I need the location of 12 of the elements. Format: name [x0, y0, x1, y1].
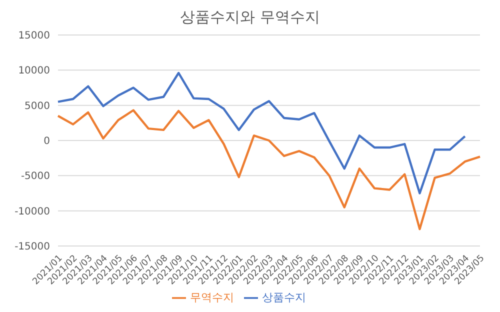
- y-tick-label: 15000: [18, 30, 50, 42]
- y-tick-label: 5000: [24, 100, 50, 112]
- y-tick-label: -15000: [14, 242, 50, 253]
- y-tick-label: -10000: [14, 206, 50, 218]
- y-tick-label: 10000: [18, 66, 50, 77]
- legend-label: 상품수지: [262, 291, 306, 304]
- line-series: [56, 72, 466, 194]
- legend-label: 무역수지: [190, 291, 234, 304]
- line-series: [56, 109, 482, 230]
- y-tick-label: 0: [44, 136, 50, 148]
- y-tick-label: -5000: [20, 171, 50, 182]
- chart-title: 상품수지와 무역수지: [179, 8, 321, 27]
